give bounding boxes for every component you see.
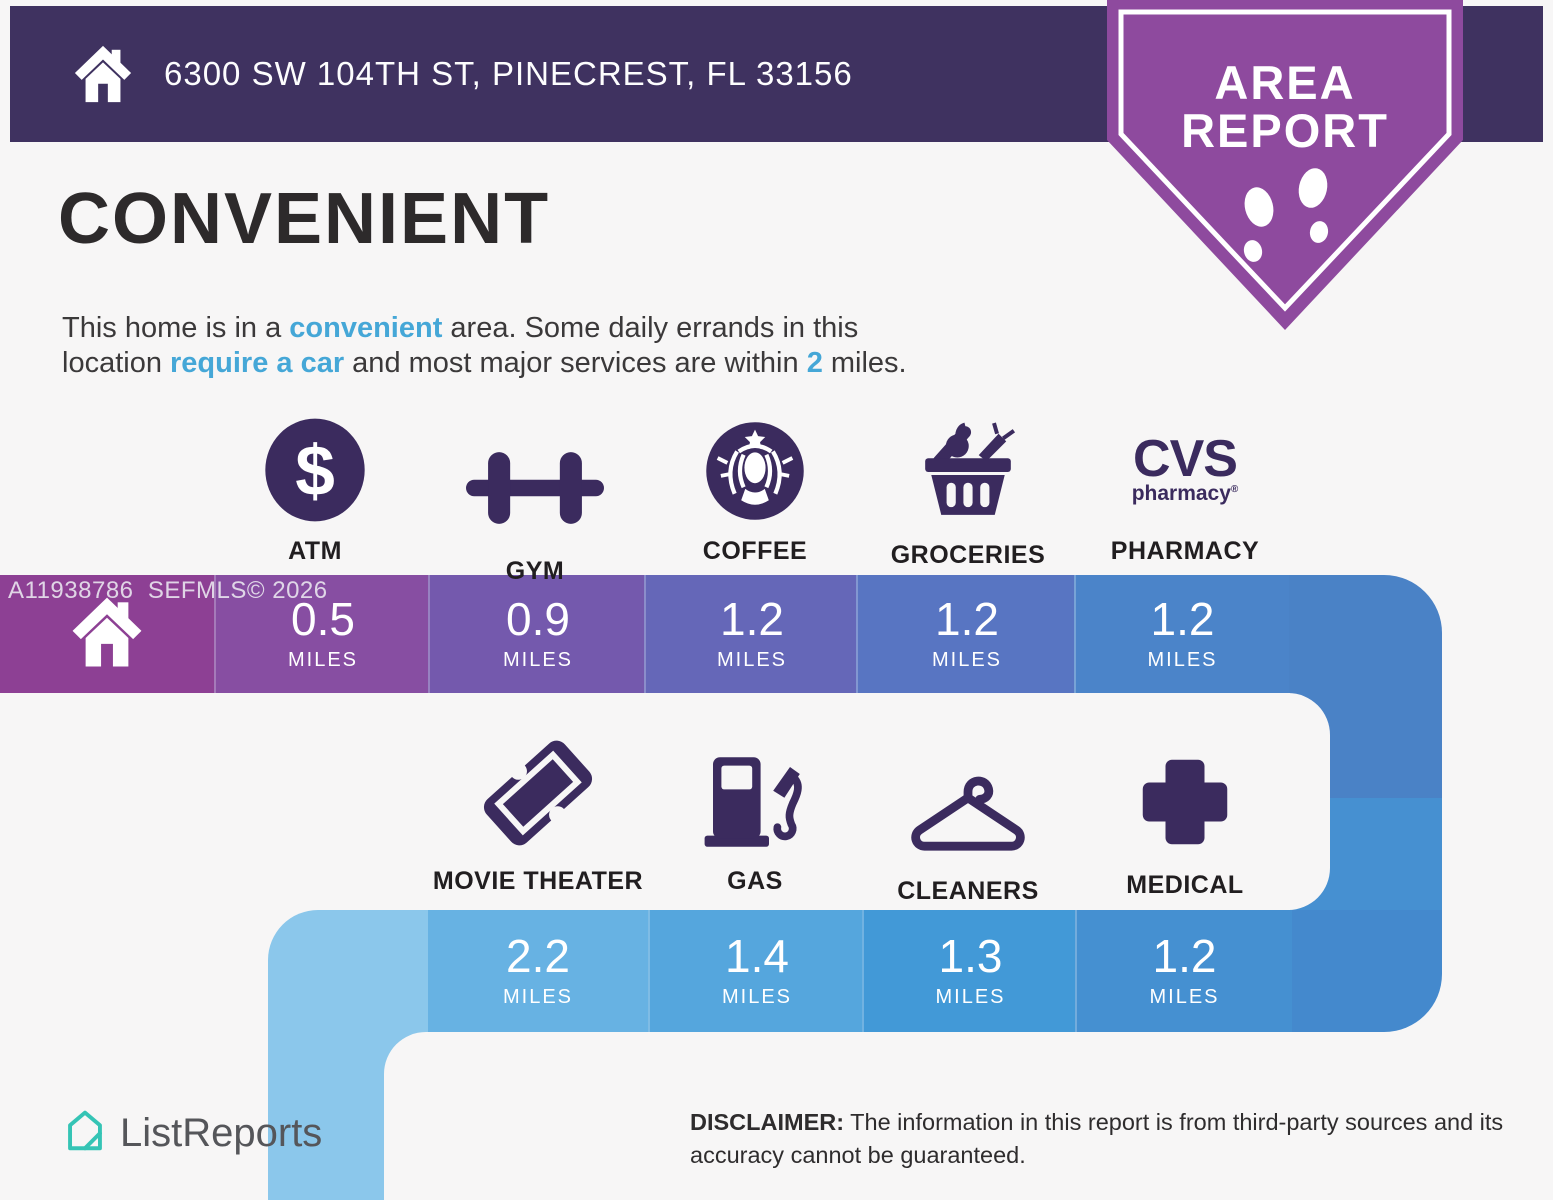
distance-value: 1.2	[935, 593, 999, 645]
amenity-label: MOVIE THEATER	[432, 867, 644, 895]
distance-value: 1.2	[1150, 593, 1215, 645]
listreports-icon	[62, 1106, 108, 1161]
dumbbell-icon	[466, 412, 604, 544]
movie-ticket-icon	[473, 740, 603, 854]
distance-segment-medical: 1.2 MILES	[1075, 910, 1292, 1032]
page-title: CONVENIENT	[58, 179, 551, 259]
distance-segment-atm: 0.5 MILES	[214, 575, 430, 693]
amenity-label: MEDICAL	[1126, 871, 1244, 899]
medical-cross-icon	[1133, 742, 1237, 858]
amenity-label: PHARMACY	[1110, 537, 1260, 565]
distance-value: 1.2	[720, 593, 784, 645]
amenity-label: ATM	[288, 537, 342, 565]
path-corner-bottom-right	[1290, 910, 1442, 1032]
amenity-groceries: GROCERIES	[853, 412, 1083, 570]
highlight-convenient: convenient	[289, 312, 443, 344]
gas-pump-icon	[699, 742, 811, 854]
svg-text:$: $	[295, 432, 335, 511]
distance-unit: MILES	[502, 649, 574, 671]
distance-value: 1.4	[725, 930, 789, 982]
distance-value: 0.5	[291, 593, 355, 645]
distance-segment-gas: 1.4 MILES	[648, 910, 864, 1032]
amenity-label: CLEANERS	[897, 877, 1039, 905]
path-cutout-left	[384, 1032, 824, 1200]
distance-value: 1.2	[1152, 930, 1217, 982]
hanger-icon	[902, 742, 1034, 864]
area-report-badge: AREA REPORT	[1107, 0, 1463, 330]
amenity-label: GYM	[505, 557, 565, 585]
grocery-basket-icon	[909, 412, 1027, 528]
amenity-cleaners: CLEANERS	[853, 742, 1083, 906]
distance-value: 1.3	[938, 930, 1003, 982]
home-icon	[69, 594, 145, 675]
amenity-coffee: COFFEE	[640, 412, 870, 566]
atm-icon: $	[262, 412, 368, 524]
distance-value: 2.2	[506, 930, 570, 982]
amenity-label: GROCERIES	[890, 541, 1046, 569]
amenity-pharmacy: CVS pharmacy® PHARMACY	[1070, 412, 1300, 566]
badge-line2: REPORT	[1181, 104, 1389, 157]
amenity-gym: GYM	[420, 412, 650, 586]
home-icon	[72, 43, 134, 105]
distance-segment-cleaners: 1.3 MILES	[862, 910, 1077, 1032]
footprints-icon	[1243, 168, 1329, 262]
highlight-require-a-car: require a car	[170, 347, 345, 380]
distance-segment-coffee: 1.2 MILES	[644, 575, 858, 693]
path-corner-top-right	[1287, 575, 1442, 693]
disclaimer-label: DISCLAIMER:	[690, 1109, 845, 1135]
distance-unit: MILES	[721, 986, 793, 1008]
page-subtitle: This home is in a convenient area. Some …	[62, 312, 907, 380]
distance-segment-pharmacy: 1.2 MILES	[1074, 575, 1289, 693]
highlight-2: 2	[806, 347, 823, 380]
amenity-label: GAS	[727, 867, 783, 895]
mls-watermark: A11938786 SEFMLS© 2026	[8, 577, 328, 604]
distance-unit: MILES	[935, 986, 1006, 1008]
starbucks-coffee-icon	[703, 412, 807, 524]
distance-segment-movie-theater: 2.2 MILES	[428, 910, 648, 1032]
distance-unit: MILES	[931, 649, 1003, 671]
amenity-gas: GAS	[640, 742, 870, 896]
property-address: 6300 SW 104TH ST, PINECREST, FL 33156	[164, 55, 853, 92]
cvs-pharmacy-logo: CVS pharmacy®	[1131, 429, 1239, 505]
amenity-movie-theater: MOVIE THEATER	[423, 740, 653, 896]
distance-unit: MILES	[1149, 986, 1220, 1008]
amenity-label: COFFEE	[702, 537, 808, 565]
distance-unit: MILES	[287, 649, 359, 671]
brand-name: ListReports	[120, 1111, 323, 1155]
distance-segment-groceries: 1.2 MILES	[856, 575, 1076, 693]
distance-unit: MILES	[502, 986, 574, 1008]
badge-line1: AREA	[1214, 56, 1355, 109]
amenity-atm: $ ATM	[200, 412, 430, 566]
distance-unit: MILES	[716, 649, 788, 671]
distance-value: 0.9	[506, 593, 570, 645]
amenity-medical: MEDICAL	[1070, 742, 1300, 900]
disclaimer: DISCLAIMER: The information in this repo…	[690, 1109, 1504, 1168]
distance-segment-gym: 0.9 MILES	[428, 575, 646, 693]
path-home-segment	[0, 575, 214, 693]
distance-unit: MILES	[1147, 649, 1218, 671]
listreports-brand: ListReports	[62, 1106, 322, 1161]
